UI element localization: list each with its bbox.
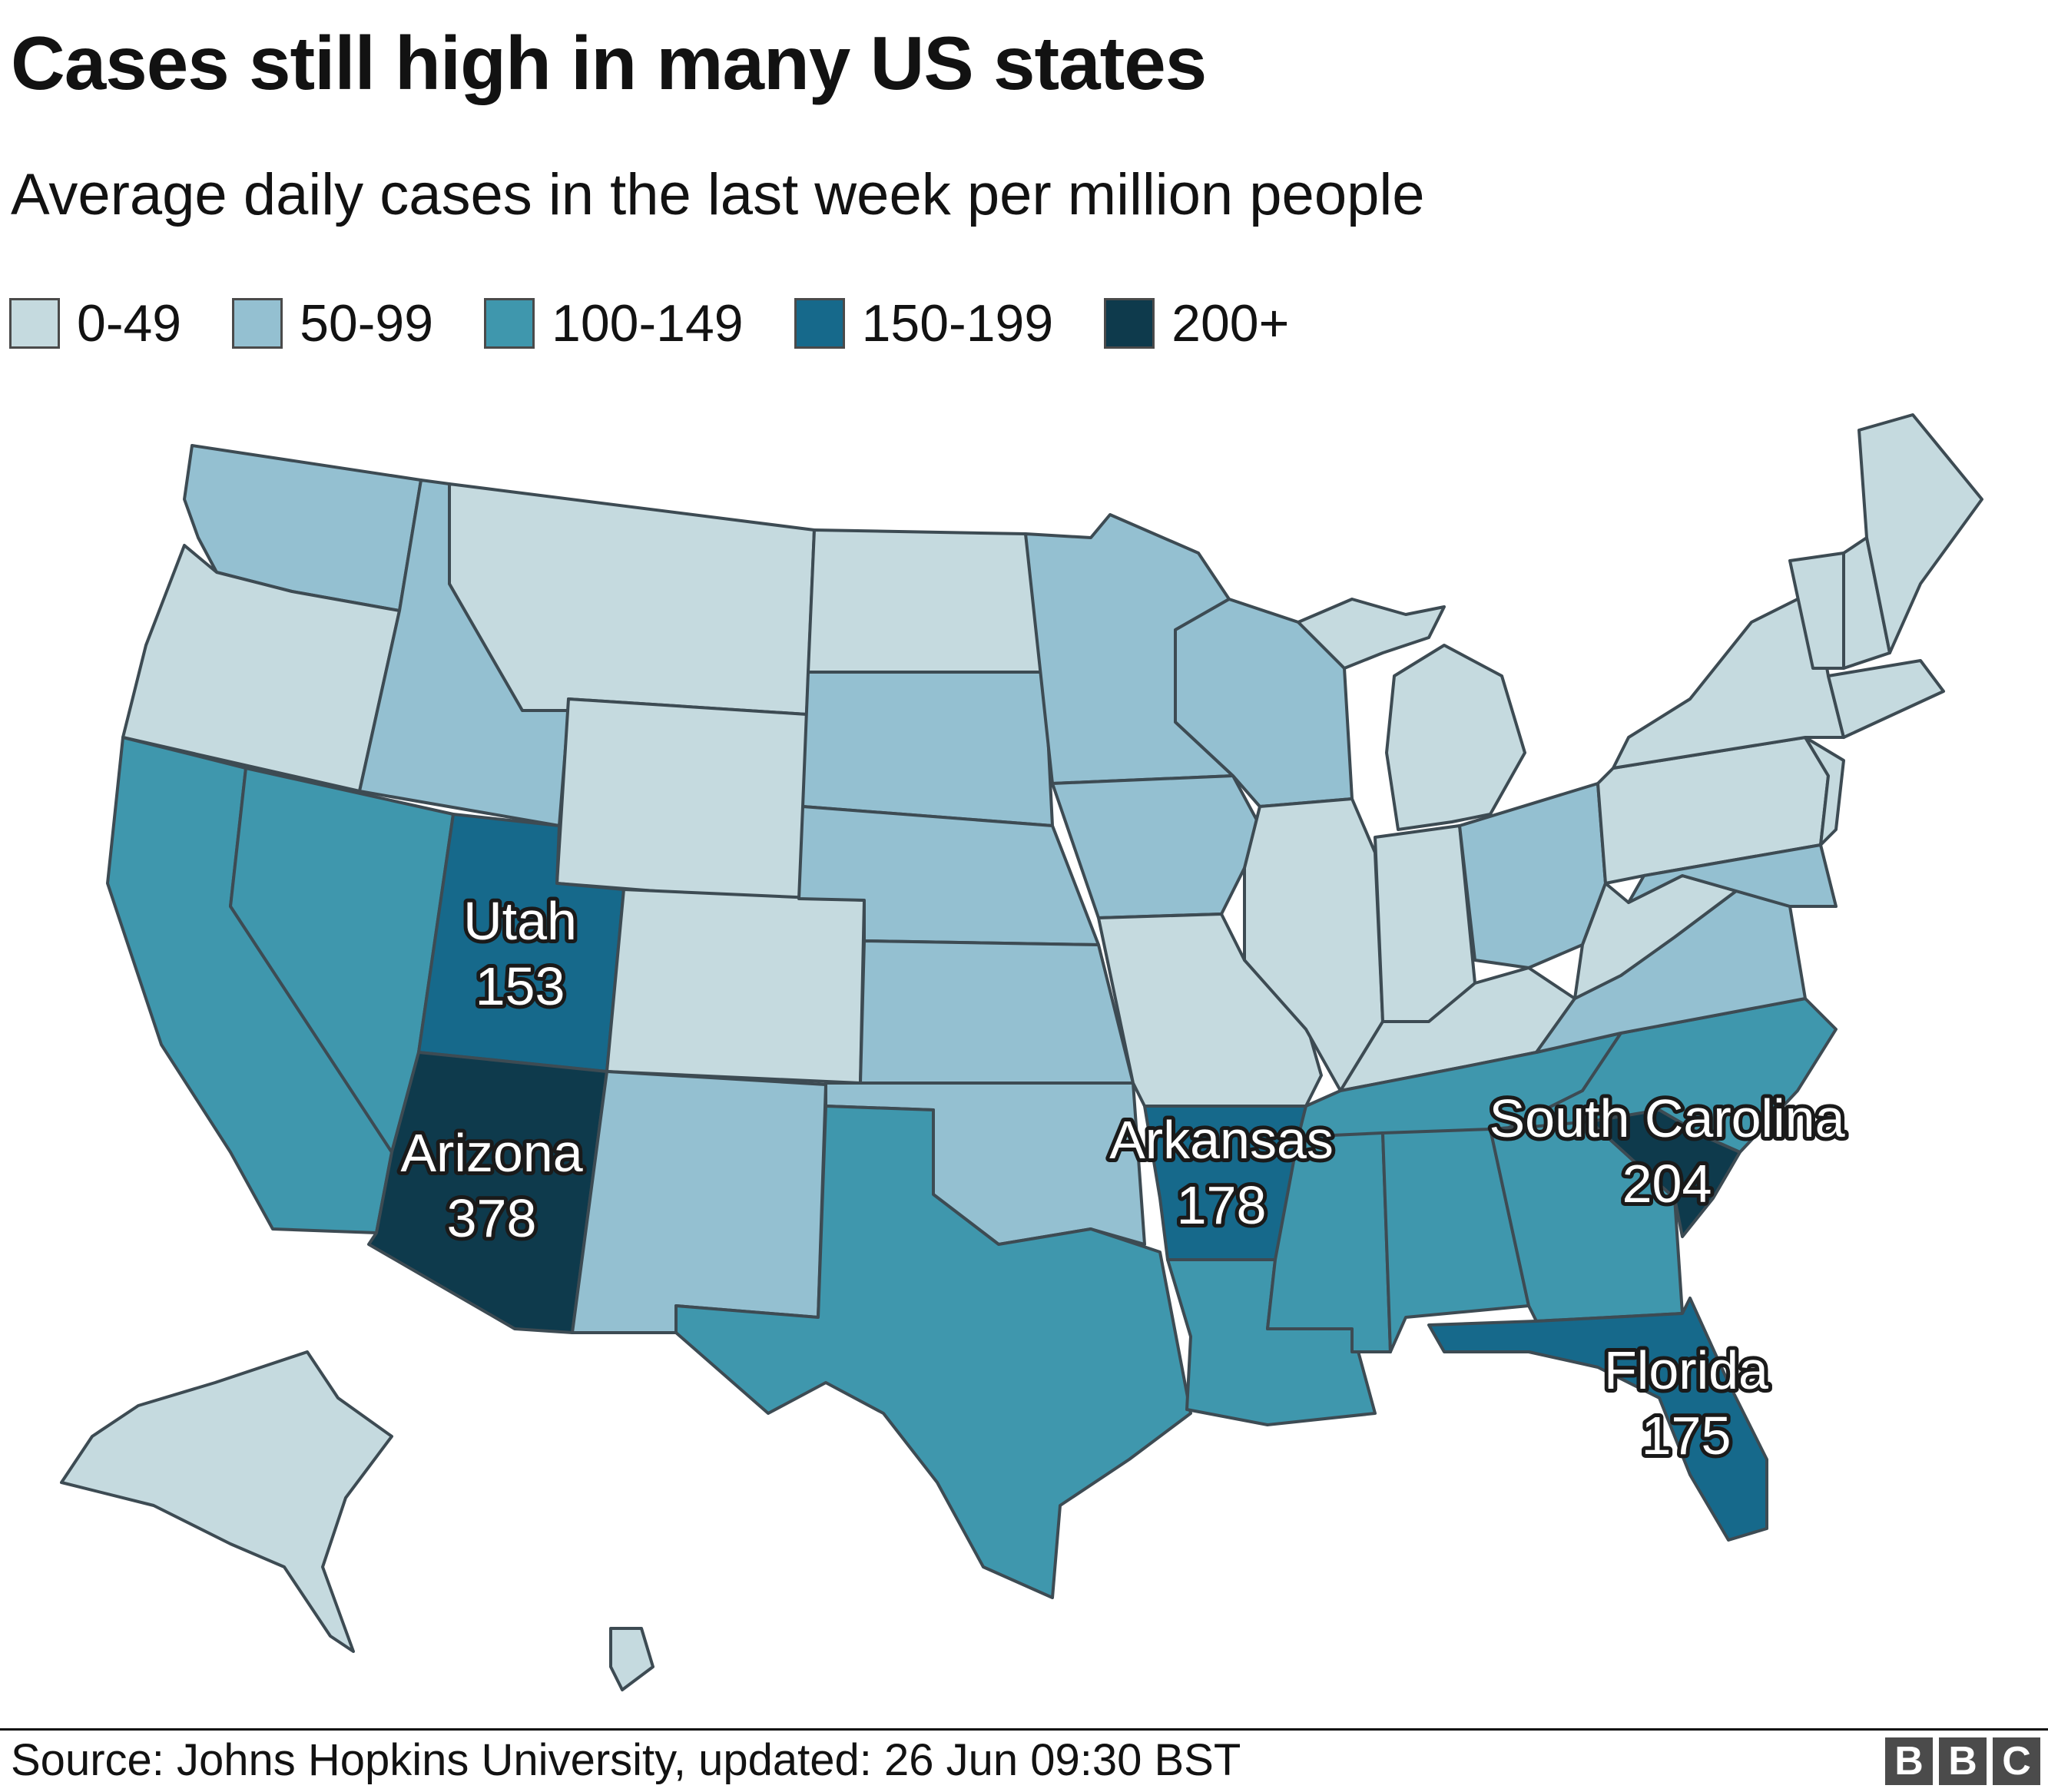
label-state-value: 153: [476, 956, 565, 1016]
state-kansas: [859, 939, 1135, 1085]
legend-item-200-plus: 200+: [1104, 293, 1289, 353]
us-choropleth-map: Utah 153 Arizona 378 Arkansas 178 South …: [60, 413, 1983, 1691]
legend-label: 0-49: [77, 294, 182, 353]
state-colorado: [605, 888, 866, 1085]
state-maine: [1857, 413, 1983, 654]
state-north-dakota: [807, 528, 1046, 674]
source-note: Source: Johns Hopkins University, update…: [11, 1735, 1241, 1785]
legend-swatch: [9, 298, 60, 349]
state-indiana: [1374, 824, 1476, 1023]
state-alabama: [1381, 1128, 1530, 1353]
footer-divider: [0, 1728, 2048, 1731]
legend-label: 50-99: [300, 294, 434, 353]
legend-item-150-199: 150-199: [794, 293, 1054, 353]
state-texas: [674, 1105, 1192, 1599]
legend-swatch: [232, 298, 283, 349]
state-maryland-delaware: [1627, 843, 1838, 908]
state-south-dakota: [801, 671, 1054, 827]
legend-swatch: [794, 298, 845, 349]
label-state-name: Arizona: [400, 1123, 582, 1183]
bbc-logo: B B C: [1879, 1737, 2040, 1785]
state-new-england-south: [1827, 659, 1945, 739]
chart-title: Cases still high in many US states: [11, 21, 1207, 105]
legend-swatch: [1104, 298, 1155, 349]
label-state-name: Arkansas: [1109, 1110, 1334, 1170]
state-missouri: [1097, 913, 1323, 1108]
legend-label: 150-199: [861, 294, 1054, 353]
bbc-logo-letter: B: [1939, 1737, 1987, 1785]
label-state-value: 378: [447, 1188, 537, 1248]
chart-subtitle: Average daily cases in the last week per…: [11, 162, 1425, 227]
state-iowa: [1051, 774, 1261, 919]
label-state-value: 175: [1642, 1406, 1732, 1466]
legend-item-100-149: 100-149: [484, 293, 744, 353]
legend-label: 100-149: [552, 294, 744, 353]
label-state-name: Florida: [1604, 1340, 1768, 1400]
state-florida: [1427, 1297, 1768, 1542]
state-hawaii: [609, 1627, 654, 1691]
legend-item-0-49: 0-49: [9, 293, 181, 353]
state-alaska: [60, 1350, 393, 1653]
state-new-jersey: [1804, 736, 1845, 846]
state-montana: [448, 482, 816, 716]
label-state-name: Utah: [463, 891, 577, 951]
label-state-value: 204: [1622, 1154, 1712, 1214]
state-new-mexico: [571, 1070, 827, 1334]
state-michigan: [1385, 644, 1526, 831]
bbc-logo-letter: B: [1885, 1737, 1933, 1785]
label-state-name: South Carolina: [1489, 1088, 1844, 1148]
legend-item-50-99: 50-99: [232, 293, 433, 353]
state-wyoming: [555, 697, 808, 904]
legend: 0-49 50-99 100-149 150-199 200+: [9, 293, 1340, 353]
legend-swatch: [484, 298, 535, 349]
bbc-logo-letter: C: [1993, 1737, 2040, 1785]
label-state-value: 178: [1177, 1175, 1267, 1235]
state-michigan-upper: [1297, 598, 1446, 670]
legend-label: 200+: [1171, 294, 1290, 353]
